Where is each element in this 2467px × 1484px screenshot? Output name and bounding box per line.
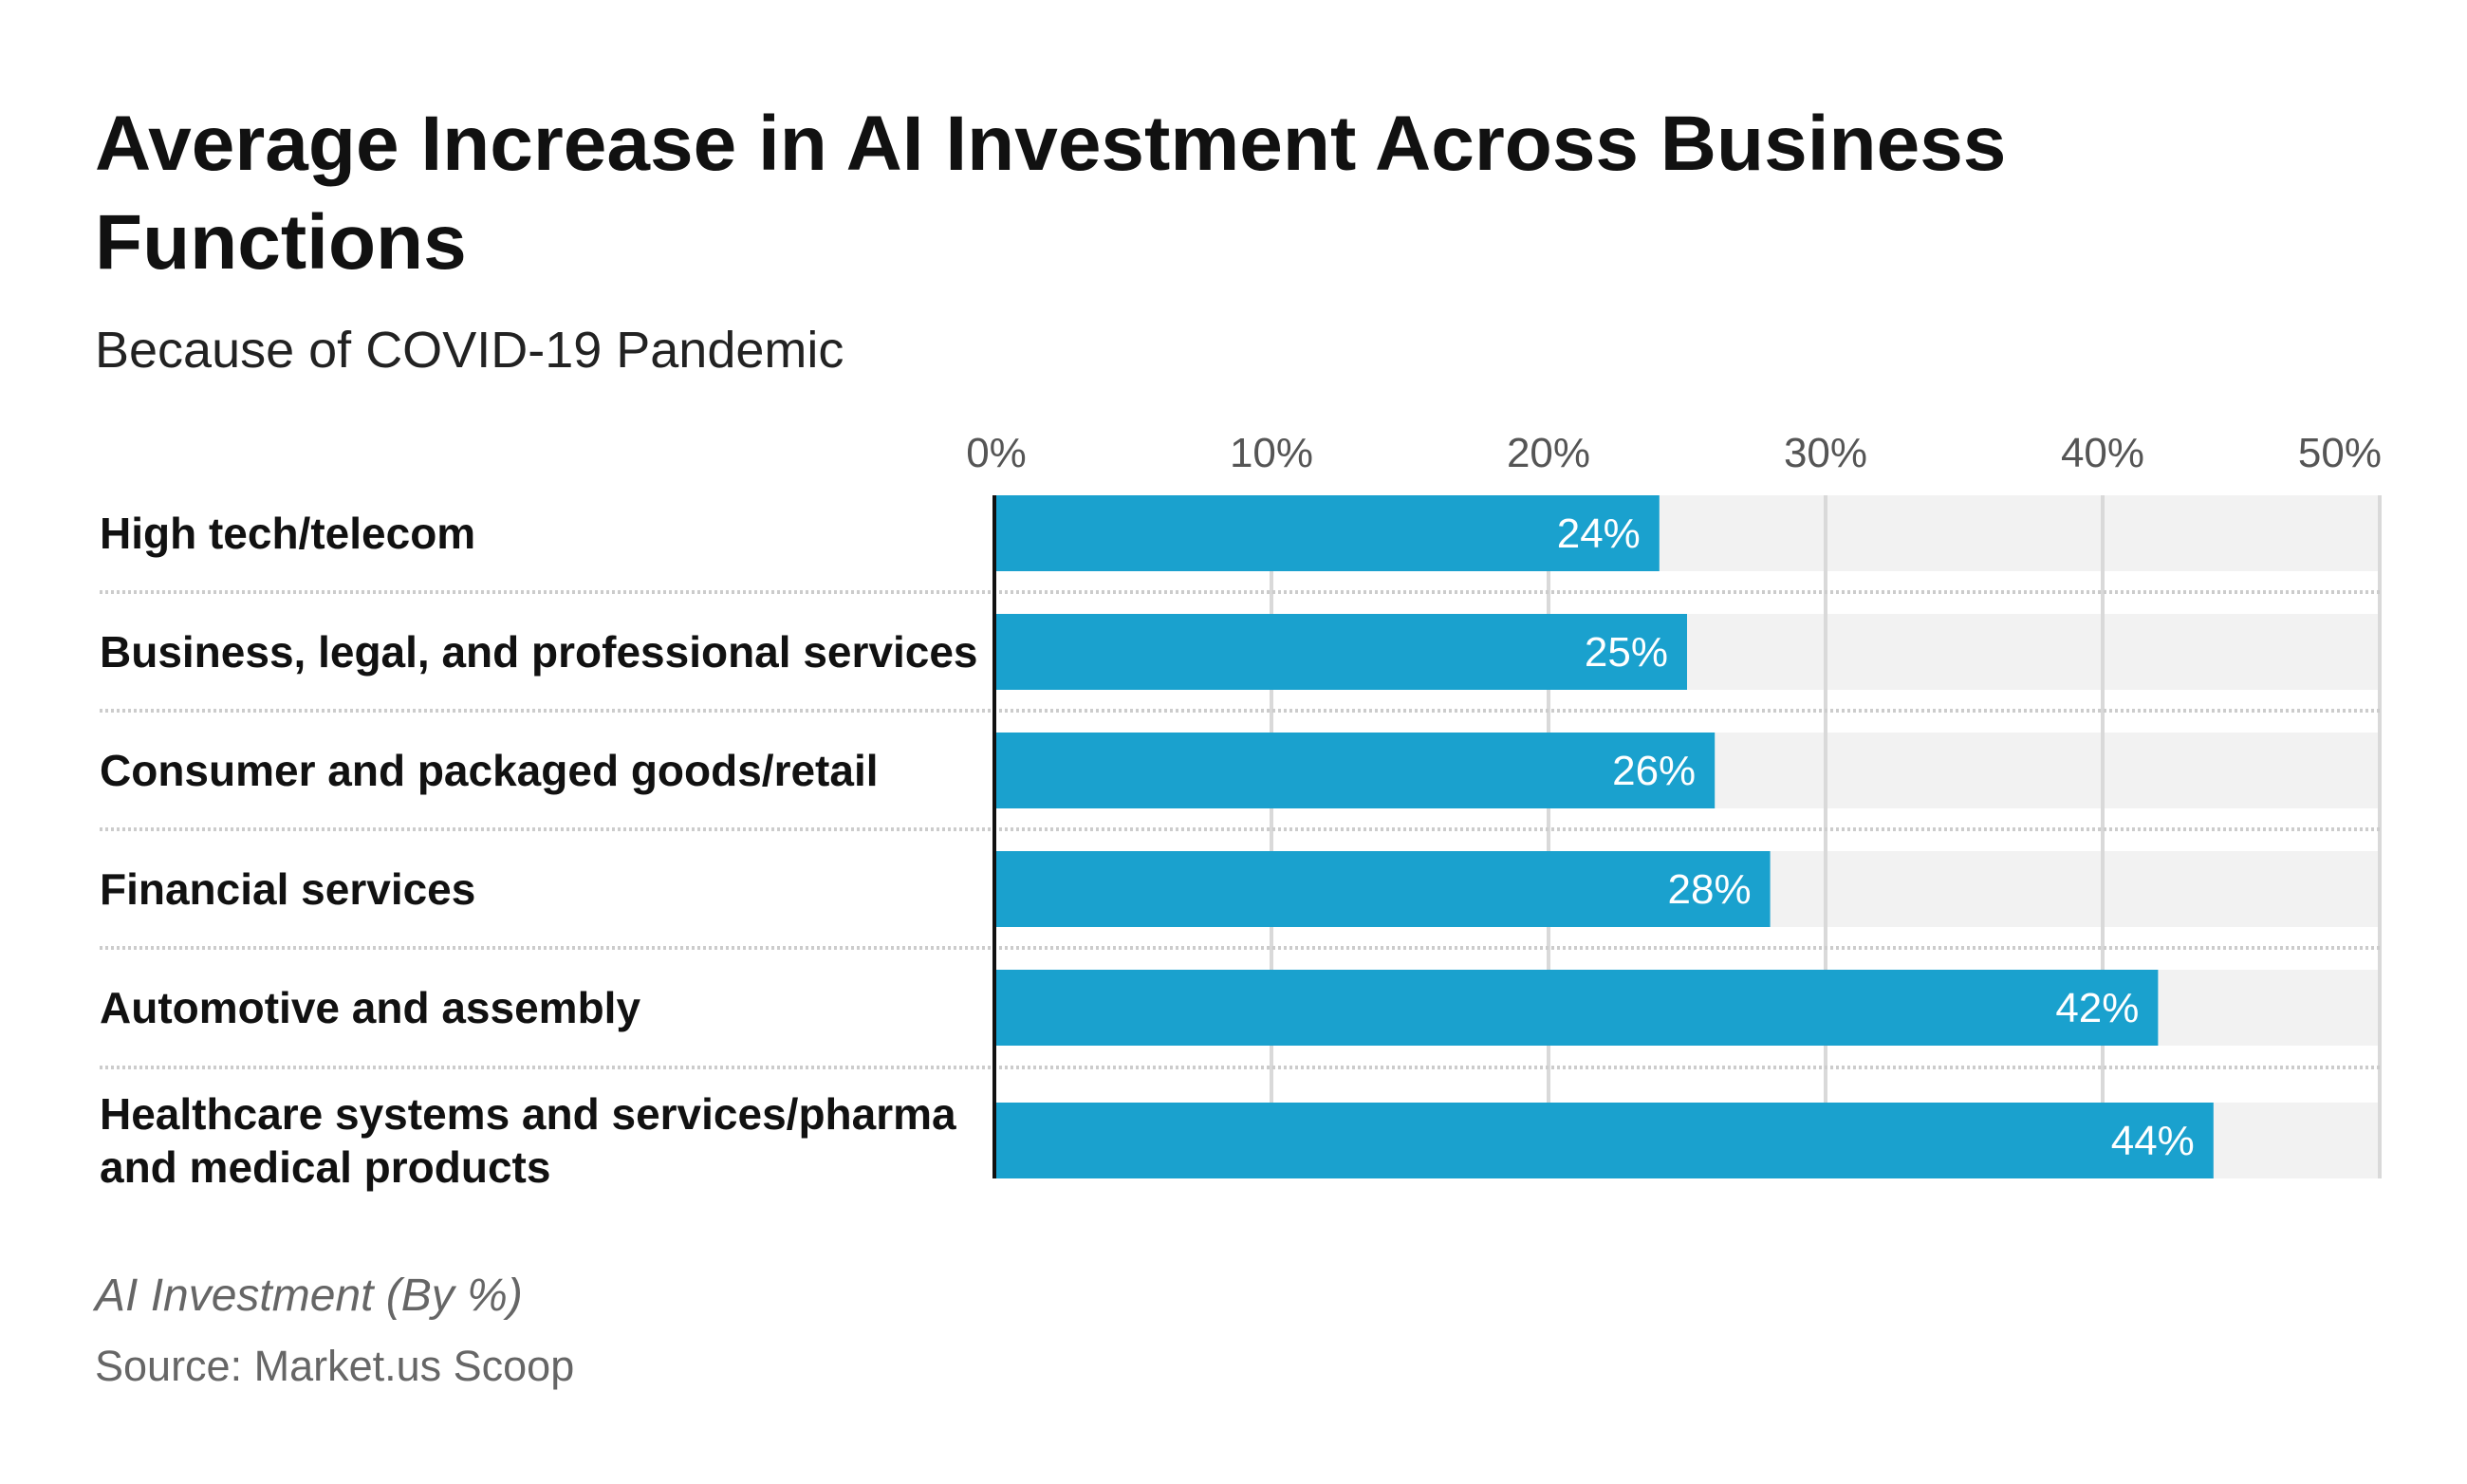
x-tick-label: 30% [1784, 430, 1867, 476]
category-label: High tech/telecom [100, 509, 475, 558]
chart-subtitle: Because of COVID-19 Pandemic [95, 322, 844, 379]
bar [994, 495, 1660, 571]
category-label: Healthcare systems and services/pharma [100, 1089, 956, 1139]
bar-value-label: 42% [2055, 985, 2139, 1031]
x-tick-label: 0% [966, 430, 1027, 476]
bar-value-label: 28% [1668, 866, 1752, 913]
x-tick-label: 10% [1230, 430, 1313, 476]
bar [994, 970, 2159, 1046]
chart-title: Average Increase in AI Investment Across… [95, 101, 2007, 286]
axis-note: AI Investment (By %) [95, 1271, 523, 1321]
x-tick-label: 40% [2061, 430, 2144, 476]
category-label: Financial services [100, 864, 475, 914]
category-label: Automotive and assembly [100, 983, 640, 1032]
bar-value-label: 44% [2111, 1118, 2195, 1164]
x-tick-label: 20% [1507, 430, 1590, 476]
bar [994, 733, 1716, 808]
bar [994, 1103, 2214, 1178]
category-label: Consumer and packaged goods/retail [100, 746, 879, 795]
bar-value-label: 26% [1612, 748, 1696, 794]
bar [994, 851, 1771, 927]
bar-value-label: 24% [1557, 510, 1641, 557]
category-label: and medical products [100, 1142, 550, 1192]
bar-value-label: 25% [1585, 629, 1668, 676]
category-label: Business, legal, and professional servic… [100, 627, 978, 677]
x-tick-label: 50% [2298, 430, 2382, 476]
bar [994, 614, 1687, 690]
source-text: Source: Market.us Scoop [95, 1342, 575, 1390]
